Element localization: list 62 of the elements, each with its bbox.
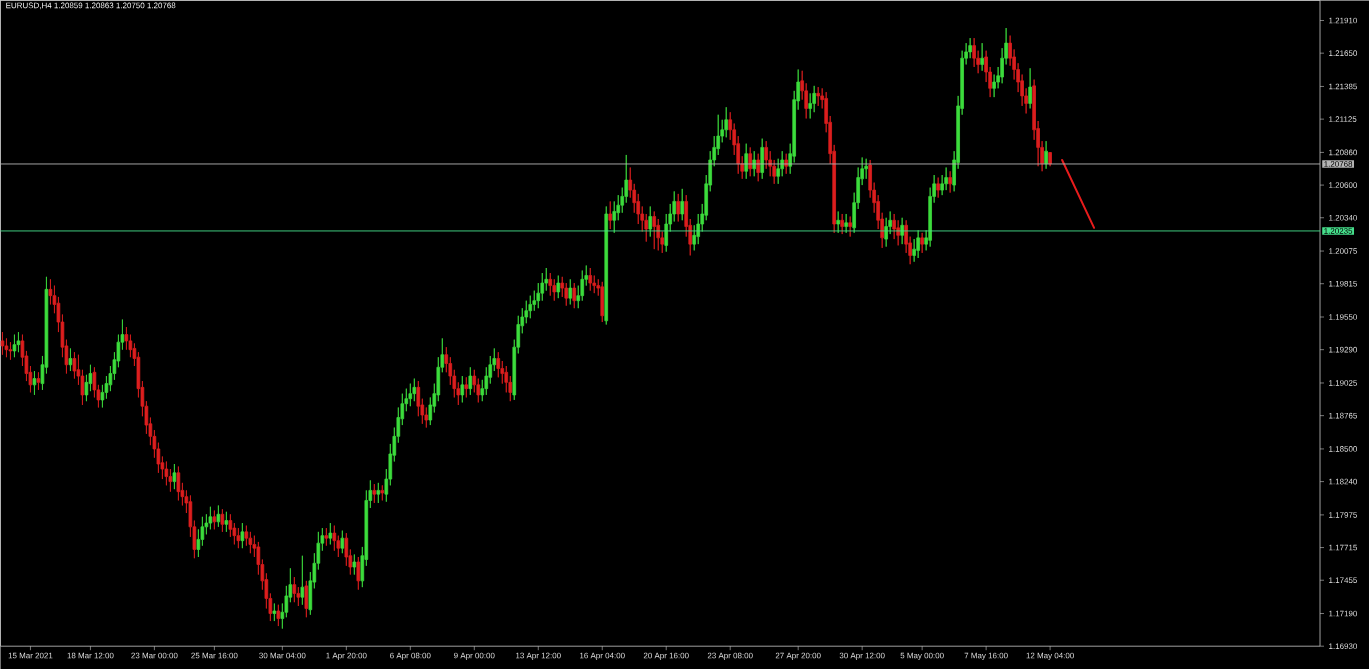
candlestick (292, 576, 297, 603)
candlestick (676, 193, 681, 222)
candlestick (680, 188, 685, 221)
candlestick (920, 232, 924, 254)
candlestick (460, 375, 465, 403)
candlestick (568, 278, 573, 305)
candlestick (68, 347, 73, 372)
candlestick (8, 341, 13, 361)
candlestick (324, 527, 329, 546)
candlestick (176, 466, 181, 501)
candlestick (16, 331, 21, 353)
candlestick (1048, 151, 1052, 167)
candlestick (836, 210, 840, 234)
candlestick (36, 371, 41, 391)
candlestick (172, 463, 177, 490)
candlestick (648, 205, 653, 237)
candlestick (588, 267, 593, 291)
candlestick (572, 282, 577, 309)
candlestick (356, 556, 361, 590)
candlestick (916, 229, 920, 259)
candlestick (212, 510, 217, 530)
candlestick (304, 580, 309, 618)
candlestick (724, 106, 729, 138)
candlestick (276, 604, 281, 627)
candlestick (1044, 140, 1048, 170)
candlestick (220, 508, 225, 533)
candlestick (0, 331, 5, 356)
candlestick (32, 370, 37, 396)
candlestick (948, 170, 952, 193)
candlestick (352, 553, 357, 575)
candlestick (408, 383, 413, 407)
candlestick (844, 213, 848, 234)
candlestick (468, 366, 473, 396)
candlestick (464, 376, 469, 398)
candlestick (12, 334, 17, 358)
candlestick (600, 281, 605, 323)
candlestick (380, 484, 385, 501)
candlestick (240, 522, 245, 549)
candlestick (652, 210, 657, 250)
candlestick (980, 42, 984, 72)
candlestick (372, 483, 377, 504)
candlestick (300, 555, 305, 606)
candlestick (208, 506, 213, 530)
candlestick (816, 86, 820, 107)
candlestick (944, 167, 948, 191)
candlestick (528, 295, 533, 319)
candlestick (848, 216, 852, 237)
candlestick (608, 200, 613, 230)
candlestick (1028, 67, 1032, 109)
candlestick (412, 378, 417, 402)
candlestick (224, 511, 229, 533)
candlestick (272, 602, 277, 622)
candlestick (604, 205, 609, 325)
candlestick (340, 530, 345, 554)
candlestick (936, 177, 940, 198)
candlestick (376, 482, 381, 504)
candlestick (328, 522, 333, 545)
candlestick (556, 275, 561, 299)
candlestick (236, 527, 241, 549)
candlestick (216, 504, 221, 528)
candlestick (840, 213, 844, 235)
candlestick (760, 138, 764, 180)
